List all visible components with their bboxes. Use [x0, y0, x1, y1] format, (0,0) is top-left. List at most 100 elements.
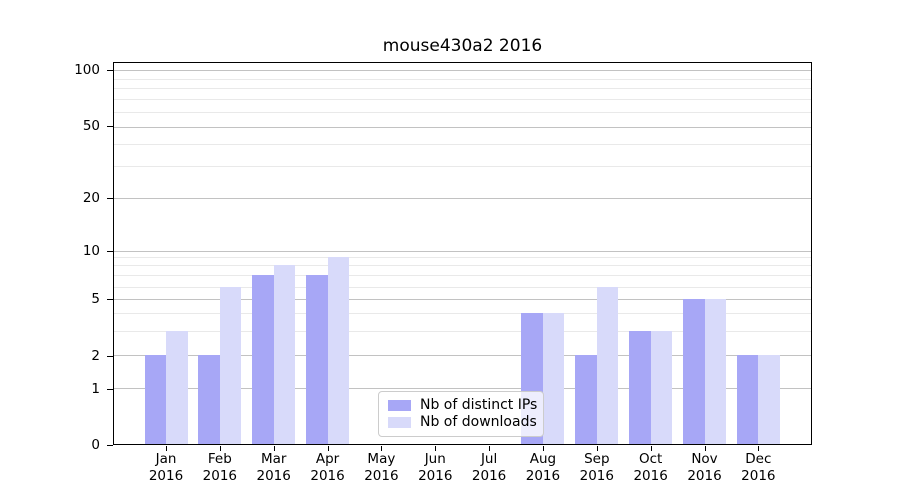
x-tick-month: Mar — [260, 451, 287, 467]
bar-downloads-apr — [327, 257, 350, 444]
gridline-major — [114, 298, 811, 300]
x-tick-label: May 2016 — [353, 451, 409, 485]
y-tick-label: 20 — [82, 190, 100, 206]
x-tick-month: Jan — [155, 451, 177, 467]
gridline-major — [114, 388, 811, 390]
y-tick-mark — [107, 389, 113, 390]
x-tick-year: 2016 — [256, 468, 291, 484]
x-tick-year: 2016 — [418, 468, 453, 484]
x-tick-mark — [542, 446, 544, 451]
y-tick-label: 0 — [91, 437, 100, 453]
x-tick-label: Apr 2016 — [300, 451, 356, 485]
x-tick-label: Jan 2016 — [138, 451, 194, 485]
x-tick-year: 2016 — [741, 468, 776, 484]
x-tick-year: 2016 — [579, 468, 614, 484]
x-tick-year: 2016 — [633, 468, 668, 484]
bar-downloads-jan — [166, 331, 188, 444]
bar-distinct-ips-sep — [575, 355, 597, 444]
x-tick-year: 2016 — [364, 468, 399, 484]
gridline-minor — [114, 144, 811, 146]
bar-distinct-ips-feb — [198, 355, 220, 444]
y-tick-label: 10 — [82, 243, 100, 259]
plot-area — [113, 62, 812, 445]
legend-swatch-downloads-icon — [388, 417, 411, 428]
legend: Nb of distinct IPs Nb of downloads — [378, 391, 544, 437]
legend-item-distinct-ips: Nb of distinct IPs — [388, 397, 538, 413]
gridline-minor — [114, 78, 811, 80]
y-tick-label: 1 — [91, 381, 100, 397]
x-tick-year: 2016 — [310, 468, 345, 484]
x-tick-month: May — [367, 451, 396, 467]
bar-downloads-mar — [273, 265, 296, 444]
y-tick-mark — [107, 445, 113, 446]
x-tick-mark — [435, 446, 437, 451]
gridline-minor — [114, 111, 811, 113]
bar-distinct-ips-jan — [144, 355, 166, 444]
x-tick-year: 2016 — [148, 468, 184, 484]
x-tick-mark — [327, 446, 329, 451]
x-tick-mark — [273, 446, 275, 451]
bar-downloads-dec — [758, 355, 780, 444]
x-tick-year: 2016 — [687, 468, 722, 484]
x-tick-year: 2016 — [202, 468, 238, 484]
y-tick-label: 5 — [91, 291, 100, 307]
x-tick-month: Apr — [315, 451, 340, 467]
legend-item-downloads: Nb of downloads — [388, 415, 537, 430]
x-tick-label: Nov 2016 — [677, 451, 733, 485]
x-tick-month: Feb — [207, 451, 232, 467]
legend-swatch-distinct-ips-icon — [388, 400, 411, 411]
gridline-minor — [114, 275, 811, 277]
x-tick-month: Nov — [691, 451, 718, 467]
gridline-minor — [114, 166, 811, 168]
bar-downloads-aug — [542, 312, 565, 444]
x-tick-year: 2016 — [471, 468, 507, 484]
x-tick-month: Aug — [529, 451, 557, 467]
x-tick-month: Dec — [745, 451, 772, 467]
y-tick-mark — [107, 198, 113, 199]
y-tick-mark — [107, 355, 113, 357]
gridline-minor — [114, 331, 811, 333]
gridline-minor — [114, 312, 811, 314]
x-tick-mark — [219, 446, 221, 451]
x-tick-mark — [489, 446, 491, 451]
x-tick-label: Sep 2016 — [569, 451, 625, 485]
x-tick-label: Mar 2016 — [246, 451, 302, 485]
x-tick-label: Aug 2016 — [515, 451, 571, 485]
bar-distinct-ips-apr — [306, 275, 328, 444]
gridline-minor — [114, 286, 811, 288]
gridline-major — [114, 355, 811, 357]
gridline-major — [114, 126, 811, 128]
bar-downloads-feb — [219, 286, 242, 444]
x-tick-mark — [758, 446, 760, 451]
gridline-minor — [114, 99, 811, 101]
bar-downloads-sep — [596, 286, 619, 444]
x-tick-mark — [596, 446, 598, 451]
bar-distinct-ips-mar — [252, 275, 274, 444]
y-tick-mark — [107, 251, 113, 252]
y-tick-label: 100 — [74, 61, 100, 78]
x-tick-mark — [650, 446, 652, 451]
legend-label-distinct-ips: Nb of distinct IPs — [420, 397, 538, 413]
x-tick-label: Dec 2016 — [730, 451, 786, 485]
x-tick-label: Oct 2016 — [623, 451, 679, 485]
y-tick-mark — [107, 69, 113, 71]
x-tick-year: 2016 — [525, 468, 561, 484]
x-tick-month: Sep — [584, 451, 610, 467]
chart-title: mouse430a2 2016 — [382, 36, 543, 56]
gridline-minor — [114, 265, 811, 267]
x-tick-month: Oct — [638, 451, 663, 467]
x-tick-month: Jul — [480, 451, 498, 467]
gridline-minor — [114, 88, 811, 90]
y-tick-label: 50 — [82, 117, 100, 134]
bar-distinct-ips-nov — [683, 298, 705, 444]
y-tick-label: 2 — [91, 347, 100, 364]
gridline-major — [114, 70, 811, 72]
gridline-major — [114, 198, 811, 200]
gridline-minor — [114, 257, 811, 259]
x-tick-label: Jul 2016 — [461, 451, 517, 485]
gridline-major — [114, 251, 811, 253]
x-tick-label: Feb 2016 — [192, 451, 248, 485]
x-tick-mark — [704, 446, 706, 451]
bar-distinct-ips-dec — [736, 355, 759, 444]
bar-downloads-nov — [704, 298, 726, 444]
